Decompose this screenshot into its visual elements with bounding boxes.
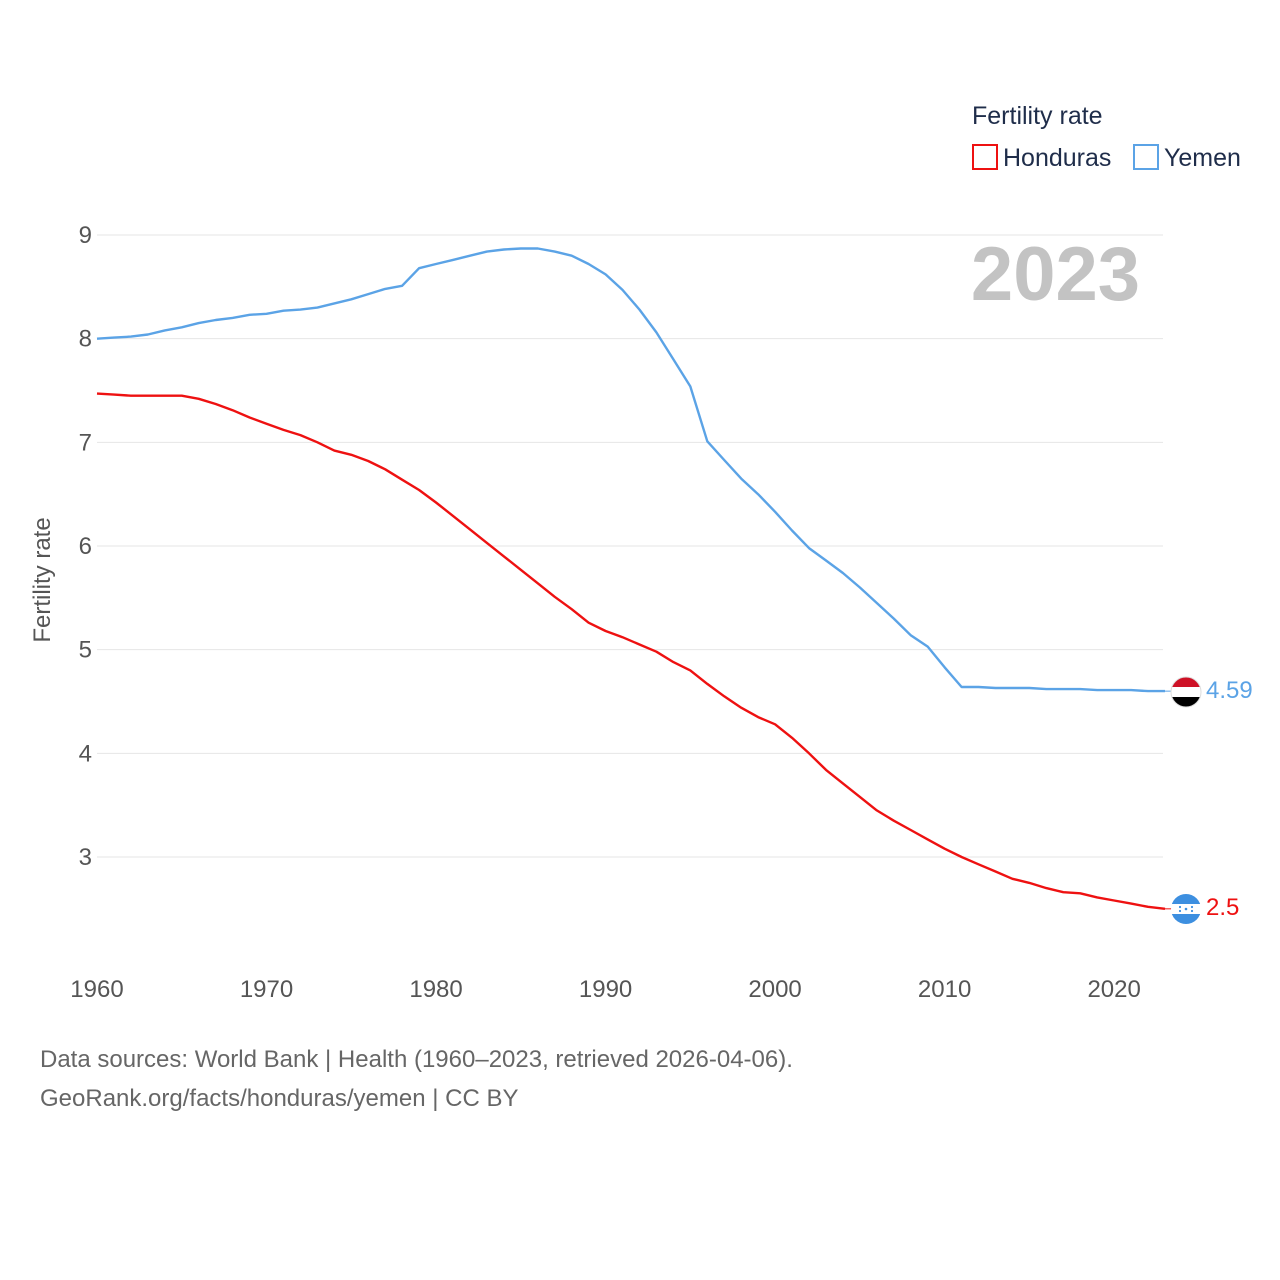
y-tick-label-4: 4: [79, 740, 92, 767]
y-tick-label-9: 9: [79, 222, 92, 249]
grid-lines: [97, 234, 1163, 858]
x-tick-label-2020: 2020: [1087, 976, 1140, 1003]
end-label-honduras: 2.5: [1206, 894, 1239, 921]
legend-swatch-honduras[interactable]: [972, 144, 998, 170]
data-sources-note: Data sources: World Bank | Health (1960–…: [40, 1046, 793, 1073]
y-tick-label-3: 3: [79, 844, 92, 871]
x-tick-label-1980: 1980: [409, 976, 462, 1003]
legend-label-yemen[interactable]: Yemen: [1164, 144, 1241, 172]
legend-swatch-yemen[interactable]: [1133, 144, 1159, 170]
end-label-yemen: 4.59: [1206, 677, 1253, 704]
y-tick-label-8: 8: [79, 326, 92, 353]
series-line-yemen[interactable]: [96, 247, 1165, 693]
x-tick-label-2000: 2000: [748, 976, 801, 1003]
legend: Fertility rate Honduras Yemen: [972, 102, 1241, 172]
year-label: 2023: [971, 232, 1140, 317]
y-tick-label-6: 6: [79, 533, 92, 560]
legend-title: Fertility rate: [972, 102, 1103, 130]
x-tick-label-1960: 1960: [70, 976, 123, 1003]
y-tick-label-5: 5: [79, 637, 92, 664]
x-axis-ticks: 1960 1970 1980 1990 2000 2010 2020: [70, 976, 1141, 1003]
yemen-flag-icon: [1170, 676, 1202, 708]
legend-label-honduras[interactable]: Honduras: [1003, 144, 1111, 172]
y-axis-title: Fertility rate: [29, 517, 56, 642]
series-lines: [96, 247, 1172, 910]
x-tick-label-2010: 2010: [918, 976, 971, 1003]
x-tick-label-1990: 1990: [579, 976, 632, 1003]
attribution-link[interactable]: GeoRank.org/facts/honduras/yemen | CC BY: [40, 1085, 519, 1112]
y-tick-label-7: 7: [79, 429, 92, 456]
honduras-flag-icon: [1171, 894, 1201, 924]
series-line-honduras[interactable]: [96, 392, 1166, 910]
y-axis-ticks: 3 4 5 6 7 8 9: [79, 222, 92, 871]
x-tick-label-1970: 1970: [240, 976, 293, 1003]
